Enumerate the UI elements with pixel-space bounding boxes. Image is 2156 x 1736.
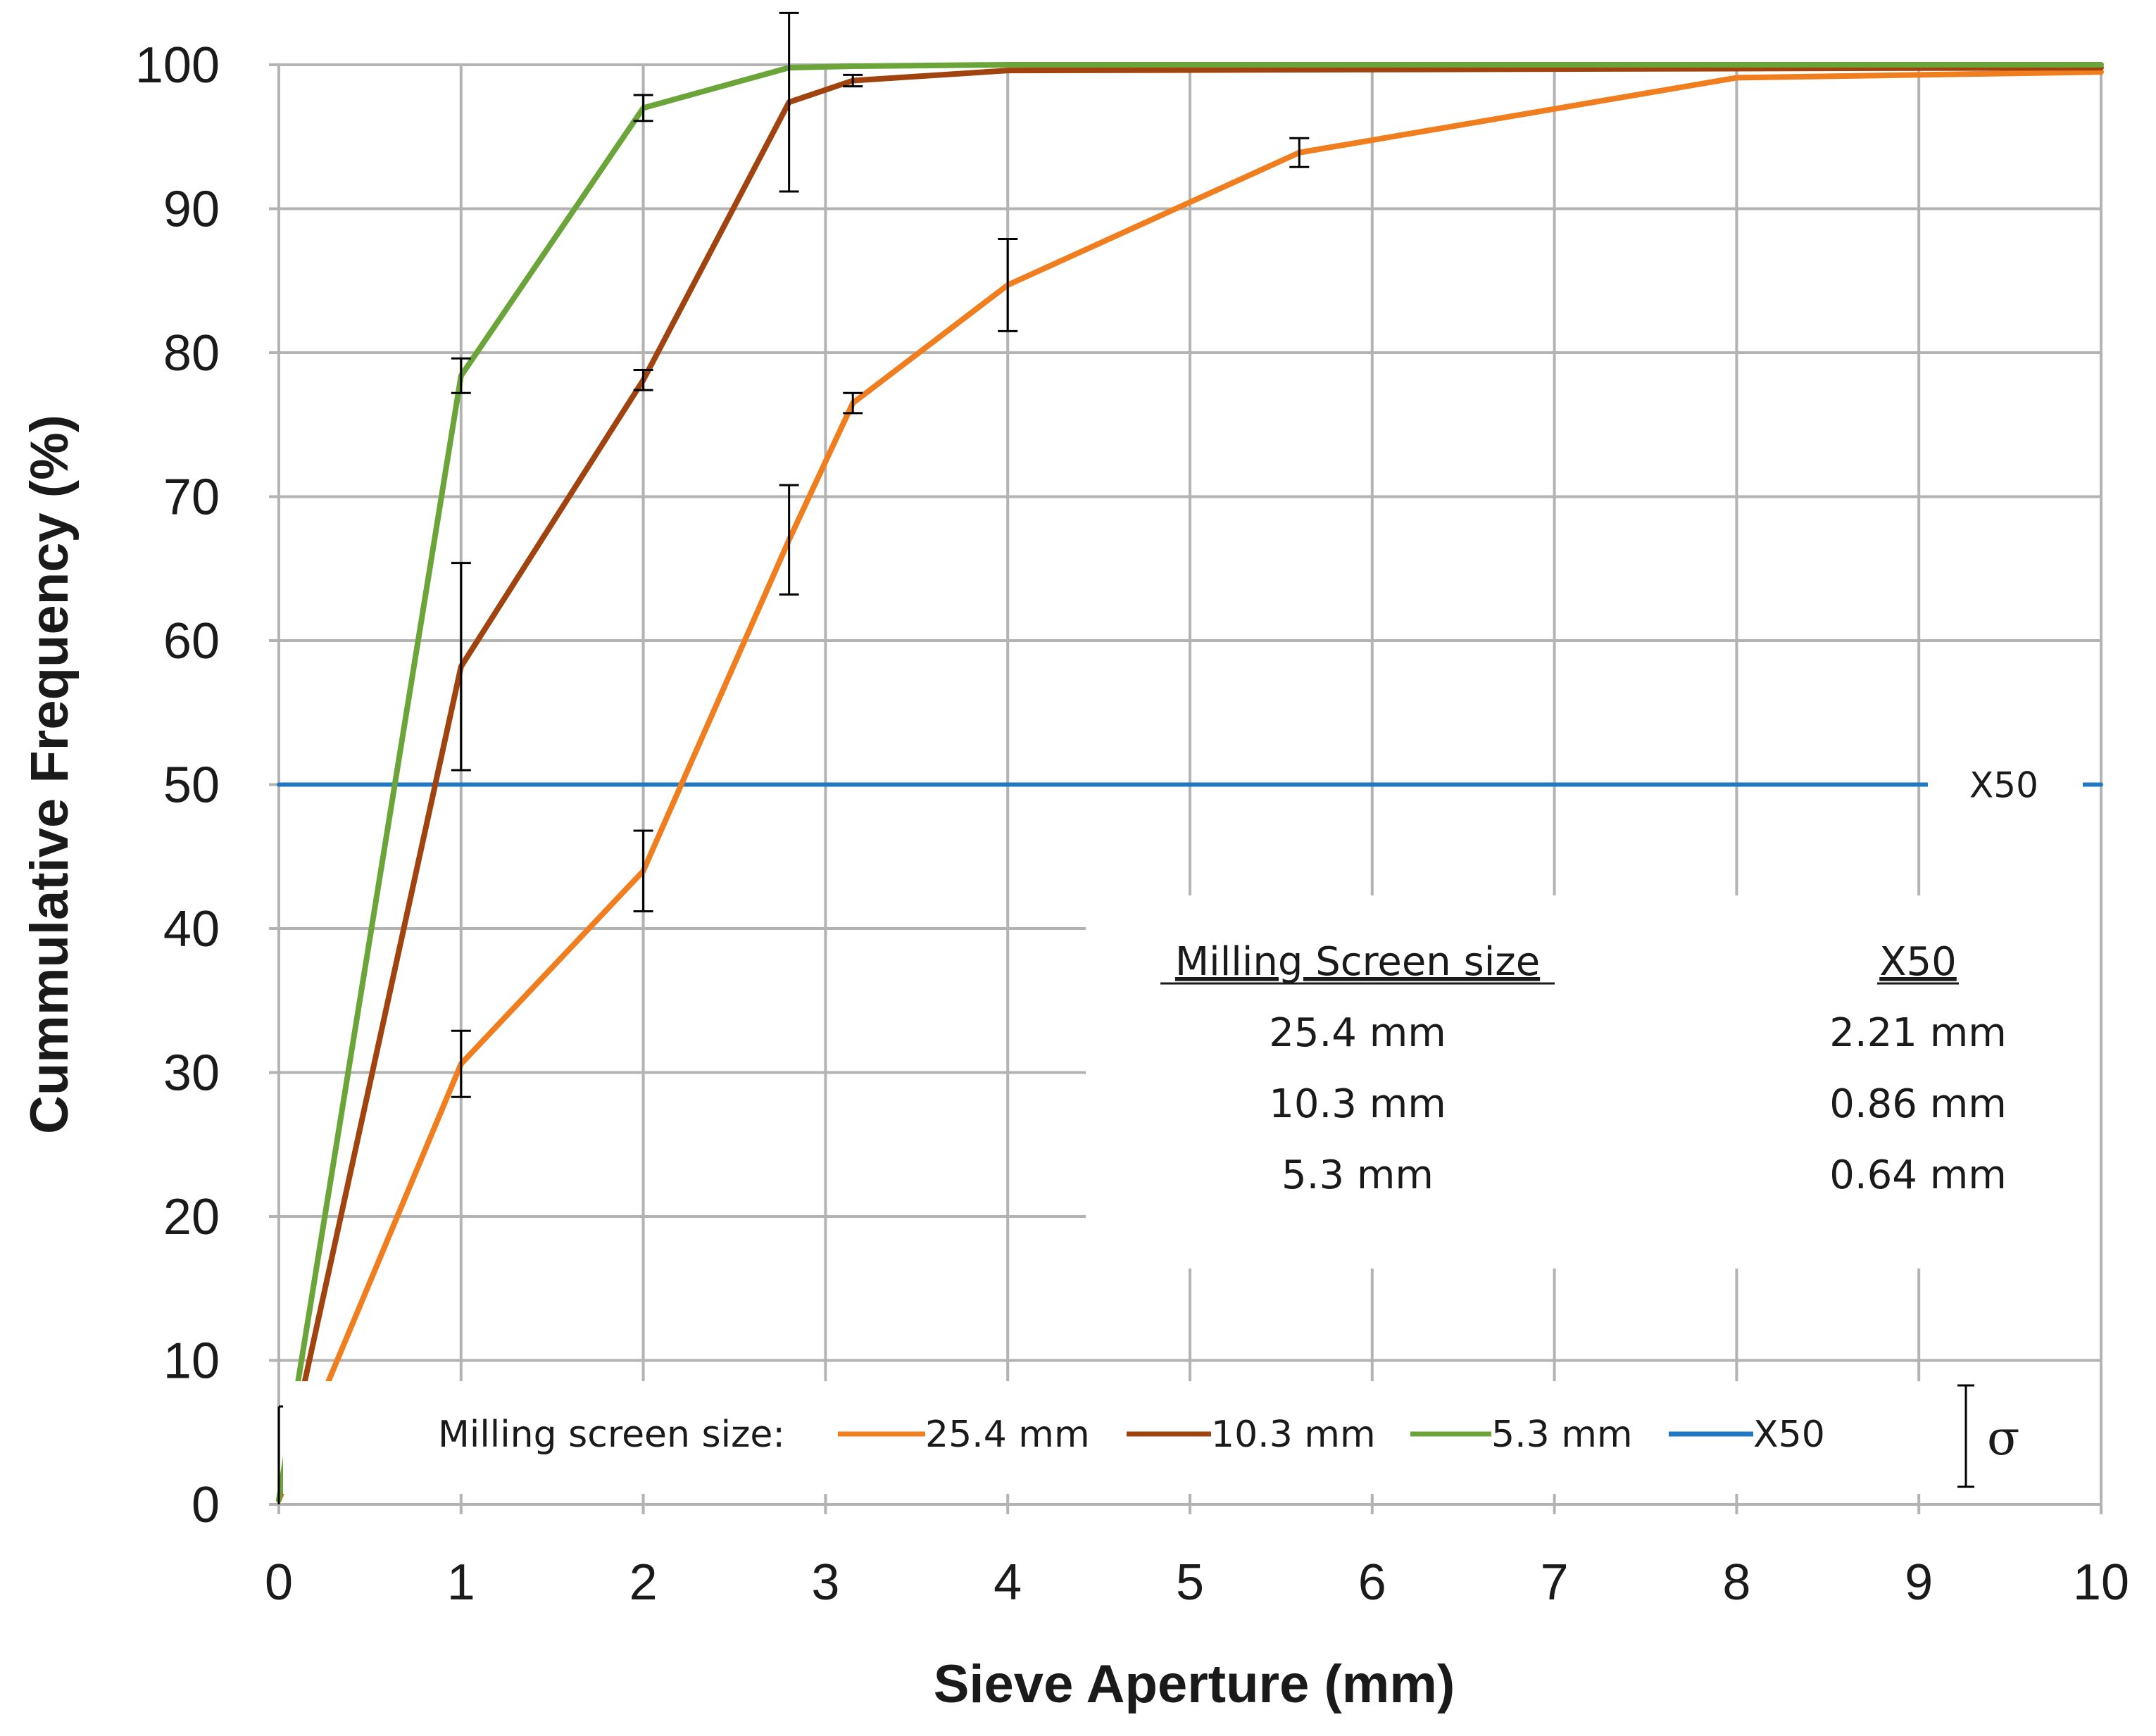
y-tick-label: 100 [135,37,220,94]
x-tick-label: 10 [2073,1554,2129,1611]
legend-entry: 25.4 mm [925,1414,1090,1456]
y-tick-label: 90 [163,182,220,238]
y-tick-label: 60 [163,613,220,669]
x-tick-label: 9 [1905,1554,1933,1611]
table-cell: 5.3 mm [1281,1152,1434,1198]
sigma-label: σ [1987,1411,2019,1466]
y-tick-label: 20 [163,1189,220,1245]
x-tick-label: 3 [811,1554,839,1611]
table-cell: 0.86 mm [1829,1081,2007,1127]
x-tick-label: 0 [265,1554,293,1611]
x-tick-label: 7 [1541,1554,1569,1611]
overlay: X50 Milling Screen size X50 25.4 mm 2.21 mm 1… [283,756,2100,1494]
y-tick-label: 50 [163,757,220,814]
y-tick-label: 40 [163,901,220,957]
table-header: Milling Screen size [1175,939,1540,985]
legend [283,1381,2086,1494]
y-tick-label: 10 [163,1333,220,1390]
legend-entry: 5.3 mm [1491,1414,1633,1456]
x-tick-label: 5 [1176,1554,1204,1611]
y-tick-label: 70 [163,470,220,526]
legend-title: Milling screen size: [438,1414,785,1456]
table-cell: 0.64 mm [1829,1152,2007,1198]
x50-line-label: X50 [1969,765,2038,806]
y-axis-title: Cummulative Frequency (%) [20,415,80,1134]
legend-entry: 10.3 mm [1211,1414,1376,1456]
x50-table [1086,895,2100,1269]
table-cell: 10.3 mm [1269,1081,1446,1127]
error-bars [277,11,1310,1504]
x-tick-label: 6 [1358,1554,1386,1611]
table-cell: 2.21 mm [1829,1010,2007,1056]
table-cell: 25.4 mm [1269,1010,1446,1056]
y-tick-label: 30 [163,1045,220,1102]
y-tick-label: 0 [192,1477,220,1533]
x-tick-label: 8 [1722,1554,1750,1611]
legend-entry: X50 [1753,1414,1825,1456]
x-axis-title: Sieve Aperture (mm) [934,1654,1455,1714]
y-tick-label: 80 [163,325,220,382]
grid [269,63,2102,1514]
x-tick-label: 1 [447,1554,475,1611]
x-tick-label: 4 [994,1554,1022,1611]
x50-label-bg [1928,756,2083,813]
table-header: X50 [1879,939,1957,985]
x-tick-label: 2 [629,1554,658,1611]
